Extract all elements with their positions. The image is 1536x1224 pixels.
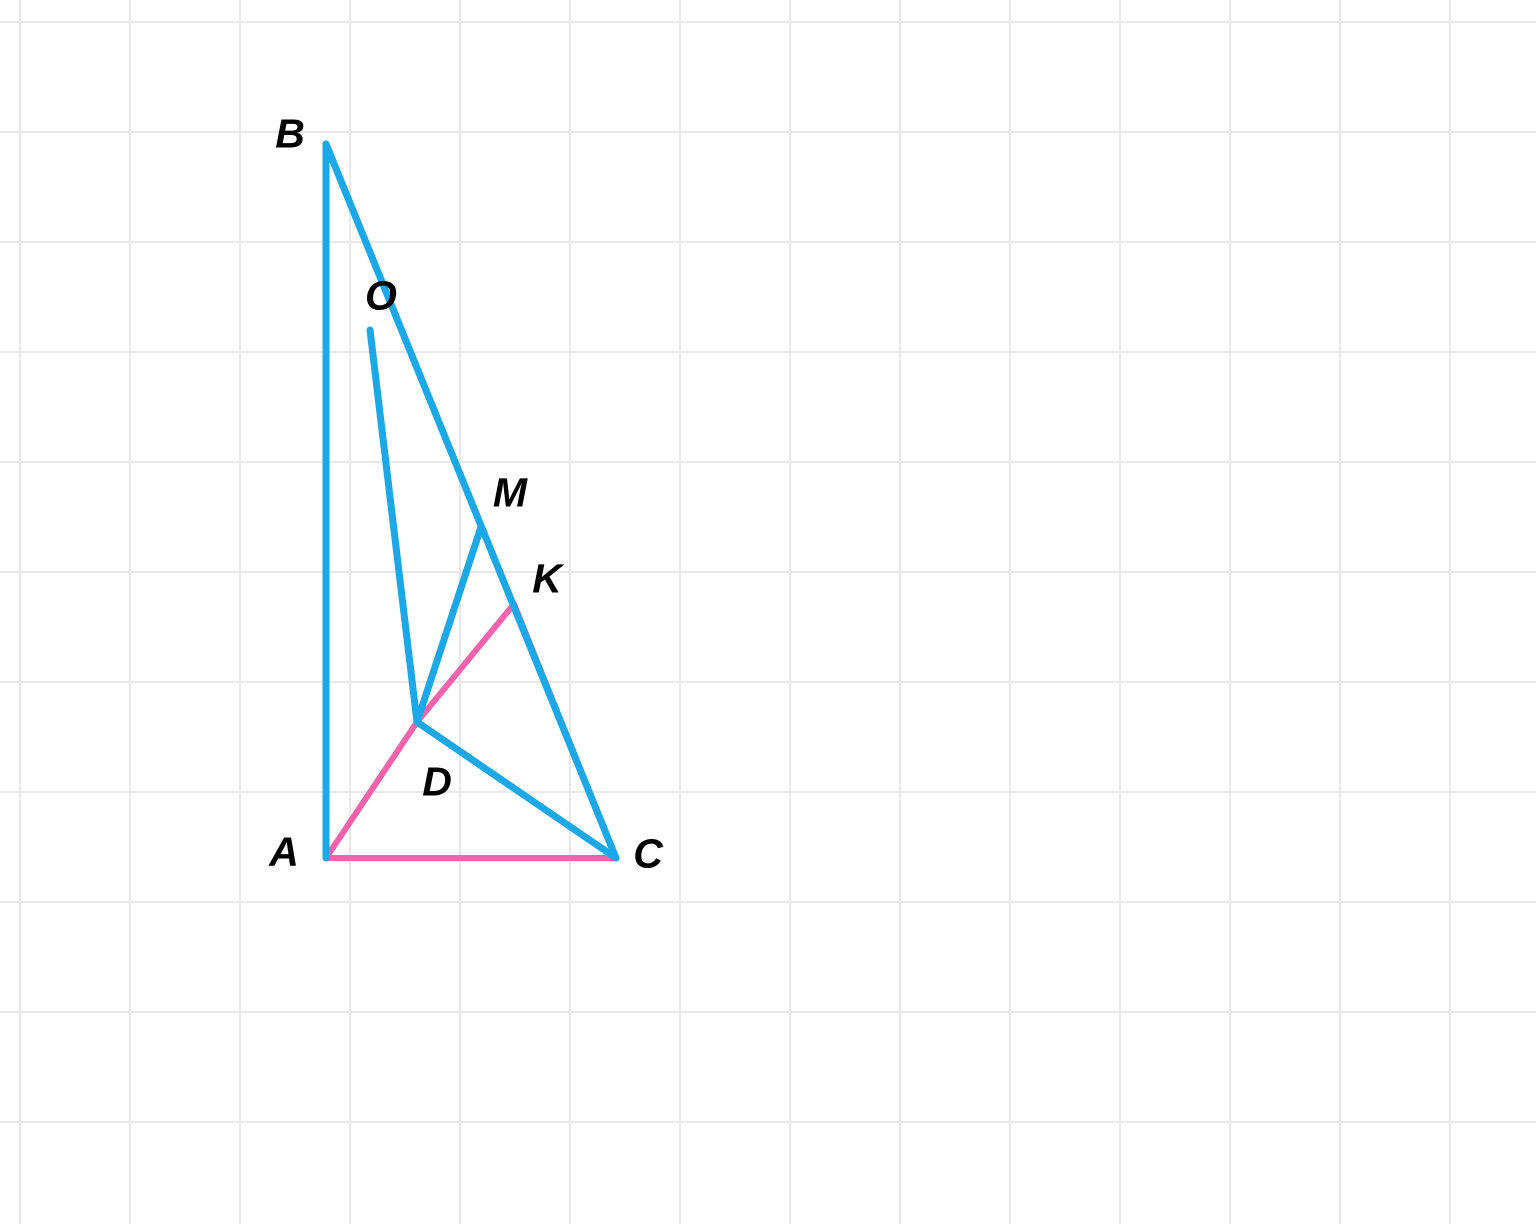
label-K: K (532, 556, 562, 603)
label-C: C (633, 831, 663, 878)
geometry-diagram (0, 0, 1536, 1224)
label-M: M (493, 470, 527, 517)
label-D: D (422, 759, 452, 806)
label-B: B (275, 111, 305, 158)
label-A: A (269, 829, 299, 876)
label-O: O (365, 273, 397, 320)
